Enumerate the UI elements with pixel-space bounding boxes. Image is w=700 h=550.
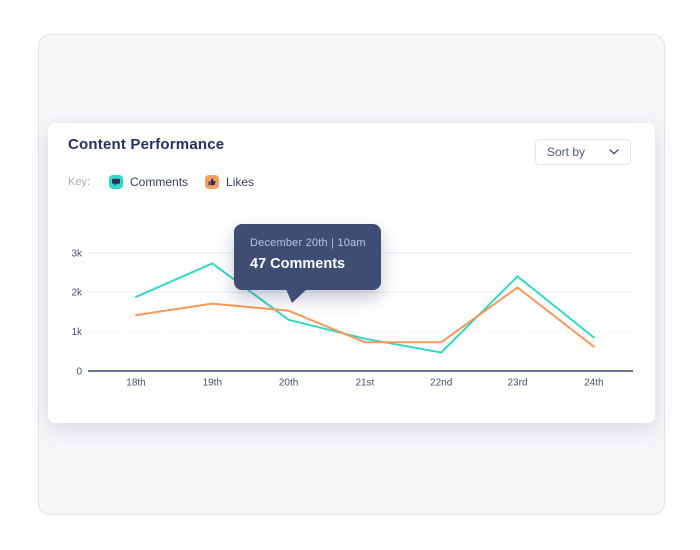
legend-comments-label: Comments: [130, 175, 189, 189]
x-axis-tick: 21st: [355, 378, 374, 389]
tooltip-date: December 20th | 10am: [250, 237, 366, 249]
series-line-likes[interactable]: [135, 286, 595, 348]
tooltip-tail-pointer: [286, 289, 307, 303]
x-axis-tick: 24th: [584, 378, 603, 389]
sort-by-label: Sort by: [547, 145, 586, 159]
comment-icon: [109, 175, 124, 189]
chevron-down-icon: [609, 149, 619, 155]
legend-likes-label: Likes: [226, 175, 255, 189]
chart-tooltip: December 20th | 10am 47 Comments: [234, 224, 381, 303]
content-performance-card: Content Performance Sort by Key: Comment…: [48, 123, 655, 423]
y-axis-tick: 2k: [71, 288, 83, 299]
legend-item-comments: Comments: [109, 175, 188, 189]
dashboard-panel: Content Performance Sort by Key: Comment…: [38, 34, 665, 515]
y-axis-tick: 1k: [71, 327, 83, 338]
x-axis-tick: 19th: [203, 378, 222, 389]
series-line-comments[interactable]: [135, 262, 595, 354]
page-title: Content Performance: [68, 136, 225, 153]
legend-item-likes: Likes: [205, 175, 254, 189]
tooltip-value: 47 Comments: [250, 256, 346, 272]
chart-legend: Key: Comments Likes: [68, 174, 271, 190]
legend-key-label: Key:: [68, 176, 91, 188]
thumbs-up-icon: [205, 175, 220, 189]
y-axis-tick: 3k: [71, 248, 83, 259]
sort-by-dropdown[interactable]: Sort by: [535, 139, 631, 165]
x-axis-tick: 20th: [279, 378, 298, 389]
x-axis-tick: 22nd: [430, 378, 452, 389]
x-axis-tick: 23rd: [507, 378, 527, 389]
y-axis-tick: 0: [76, 367, 82, 378]
x-axis-tick: 18th: [126, 378, 145, 389]
line-chart[interactable]: 0 1k 2k 3k 18th 19th 20th 21st 22nd 23rd 24th: [48, 123, 655, 423]
